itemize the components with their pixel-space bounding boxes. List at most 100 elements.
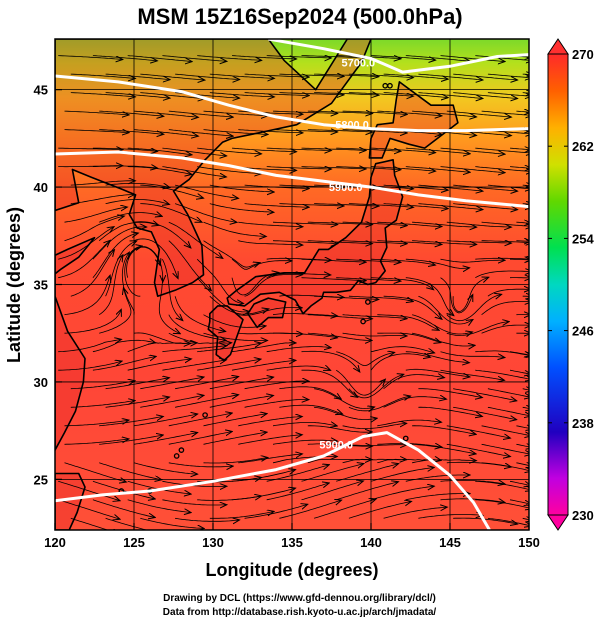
streamline [370,354,430,371]
streamline [453,388,516,401]
streamline [231,343,295,353]
streamline [203,458,267,464]
streamline [209,396,273,408]
streamline [272,111,337,113]
streamline [133,414,197,427]
streamline [174,203,236,223]
x-tick-label: 130 [202,535,224,550]
y-axis-label: Latitude (degrees) [4,207,24,363]
streamline [231,488,295,501]
contour-line [268,39,529,74]
streamline [509,369,529,374]
streamline [105,183,169,187]
coastline [55,39,372,297]
streamline [105,397,169,408]
streamline [412,221,476,227]
streamline [301,167,366,169]
streamline [209,92,274,97]
streamline [314,93,378,96]
streamline [516,463,529,467]
streamline [405,166,469,173]
streamline [168,432,232,445]
streamline [348,502,411,519]
streamline [70,517,119,530]
streamline [522,93,529,94]
streamline [370,277,433,289]
streamline [314,406,376,419]
streamline [342,221,407,225]
streamline [509,352,529,356]
streamline [370,346,434,353]
streamline [175,184,237,198]
streamline [307,444,372,446]
streamline [313,499,375,519]
streamline [342,444,407,445]
streamline [92,357,155,371]
streamline [272,222,337,224]
streamline [336,147,400,151]
coastline [55,236,96,451]
streamline [140,184,202,198]
streamline [231,55,296,59]
streamline [475,369,529,379]
streamline [377,332,440,342]
streamline [175,518,239,521]
streamline [481,221,529,226]
streamline [516,241,529,242]
streamline [238,417,301,427]
x-tick-label: 145 [439,535,461,550]
streamline [244,92,309,96]
streamline [516,111,529,112]
streamline [453,203,516,210]
streamline [509,480,529,485]
streamline [92,55,156,61]
coastline [207,305,244,362]
streamline [162,499,225,505]
streamline [453,406,516,419]
coastline [247,297,287,329]
streamline [124,246,142,297]
streamline [440,55,505,62]
streamline [266,347,330,353]
streamline [522,389,529,391]
streamline [273,332,337,337]
y-tick-label: 45 [34,83,48,98]
streamline [231,147,296,152]
streamline [238,240,301,245]
streamline [64,439,128,445]
streamline [307,222,372,224]
streamline [209,73,274,78]
streamline [244,381,308,390]
streamline [238,110,302,114]
streamline [64,276,110,316]
colorbar-label: 270 [572,47,594,62]
streamline [279,500,340,519]
y-tick-label: 30 [34,375,48,390]
streamline [99,462,161,480]
streamline [140,203,201,222]
grid-lines [55,39,529,530]
streamline [522,518,529,520]
streamline [140,396,203,408]
streamline [481,462,529,471]
streamline [487,388,529,397]
streamline [446,221,511,227]
contour-line [55,431,491,530]
colorbar-label: 230 [572,508,594,523]
streamline [197,147,260,154]
streamline [127,55,191,62]
streamline [481,443,529,454]
streamline [509,148,529,150]
colorbar-label: 254 [572,231,594,246]
streamline [244,203,309,208]
streamline [133,221,190,248]
streamline [481,302,529,316]
contour-label: 5700.0 [342,57,376,69]
streamline [238,221,301,227]
streamline [70,92,135,97]
streamline [92,340,155,353]
streamline [64,310,121,334]
streamline [453,92,516,99]
streamline [510,259,529,260]
streamlines [58,55,529,530]
